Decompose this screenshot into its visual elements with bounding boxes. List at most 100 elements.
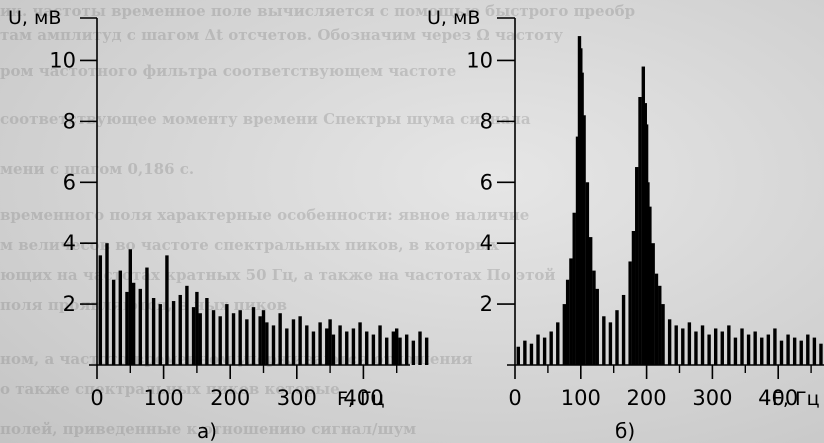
spectrum-bar	[648, 206, 652, 365]
spectrum-bar	[582, 115, 586, 365]
x-tick-label: 200	[210, 386, 250, 410]
spectrum-bar	[628, 261, 632, 365]
spectrum-bar	[569, 258, 573, 365]
spectrum-bar	[278, 313, 282, 365]
spectrum-bar	[98, 255, 103, 365]
bleed-through-text: ющих на частотах кратных 50 Гц, а также …	[0, 266, 556, 284]
spectrum-bar	[674, 325, 678, 365]
spectrum-bar	[608, 322, 613, 365]
spectrum-bar	[205, 298, 209, 365]
spectrum-bar	[318, 322, 322, 365]
spectrum-bar	[398, 337, 402, 365]
spectrum-bar	[165, 255, 169, 365]
spectrum-bar	[131, 282, 136, 365]
x-tick-label: 300	[692, 386, 732, 410]
spectrum-bar	[621, 294, 626, 365]
spectrum-bar	[667, 319, 672, 365]
spectrum-bar	[779, 340, 784, 365]
spectrum-bar	[700, 325, 705, 365]
spectrum-bar	[265, 322, 269, 365]
y-tick-label: 8	[480, 109, 493, 133]
y-axis-title: U, мВ	[8, 7, 61, 29]
y-axis-title: U, мВ	[427, 7, 480, 29]
spectrum-bar	[773, 328, 777, 365]
bleed-through-text: ик. частоты временное поле вычисляется с…	[0, 2, 636, 20]
spectrum-bar	[151, 298, 156, 365]
spectrum-bar	[707, 334, 711, 365]
spectrum-bar	[395, 328, 399, 365]
spectrum-bar	[651, 243, 655, 365]
x-tick-label: 400	[343, 386, 383, 410]
spectrum-bar	[602, 316, 606, 365]
spectrum-bar	[536, 334, 540, 365]
spectrum-bar	[331, 334, 336, 365]
spectrum-bar	[251, 307, 256, 365]
spectrum-bar	[641, 66, 646, 365]
spectrum-bar	[238, 310, 242, 365]
spectrum-bar	[325, 328, 329, 365]
spectrum-bar	[138, 288, 142, 365]
spectrum-bar	[298, 316, 302, 365]
spectrum-bar	[812, 337, 817, 365]
spectrum-bar	[799, 340, 803, 365]
spectrum-bar	[806, 334, 810, 365]
spectrum-bar	[225, 304, 229, 365]
x-tick-label: 200	[627, 386, 667, 410]
spectrum-bar	[694, 331, 698, 365]
bleed-through-text: м величесов во частоте спектральных пико…	[0, 236, 500, 254]
x-tick-label: 100	[561, 386, 601, 410]
y-tick-label: 2	[480, 292, 493, 316]
spectrum-bar	[562, 304, 567, 365]
spectrum-bar	[654, 273, 659, 365]
spectrum-bar	[261, 310, 266, 365]
spectrum-bar	[631, 231, 636, 365]
spectrum-bar	[128, 249, 132, 365]
spectrum-bar	[291, 319, 296, 365]
spectrum-bar	[371, 334, 376, 365]
spectrum-bar	[418, 331, 422, 365]
spectrum-bar	[516, 346, 520, 365]
bleed-through-text: о также спектральных пиков которые	[0, 380, 340, 398]
spectrum-bar	[529, 343, 534, 365]
spectrum-bar	[727, 325, 731, 365]
spectrum-bar	[351, 328, 356, 365]
y-tick-label: 10	[49, 48, 76, 72]
bleed-through-text: поля проявляются, в ных пиков	[0, 296, 288, 314]
spectrum-bar	[178, 294, 182, 365]
spectrum-bar	[125, 291, 129, 365]
spectrum-bar	[588, 237, 593, 365]
spectrum-bar	[595, 288, 599, 365]
spectrum-bar	[338, 325, 342, 365]
spectrum-bar	[198, 313, 202, 365]
spectrum-bar	[646, 182, 650, 365]
spectrum-bar	[565, 279, 570, 365]
spectrum-bar	[328, 319, 332, 365]
spectrum-bar	[733, 337, 738, 365]
spectrum-bar	[740, 328, 744, 365]
bleed-through-text: полей, приведенные к отношению сигнал/шу…	[0, 420, 417, 438]
spectrum-bar	[819, 343, 823, 365]
spectrum-bar	[345, 331, 349, 365]
spectrum-bar	[358, 322, 362, 365]
spectrum-bar	[580, 72, 584, 366]
spectrum-bar	[760, 337, 764, 365]
x-axis-title: F, Гц	[772, 388, 820, 410]
y-tick-label: 4	[63, 231, 76, 255]
spectrum-bar	[713, 328, 718, 365]
spectrum-bar	[753, 331, 757, 365]
x-tick-label: 0	[90, 386, 103, 410]
y-tick-label: 4	[480, 231, 493, 255]
y-tick-label: 6	[480, 170, 493, 194]
spectrum-bar	[111, 279, 116, 365]
spectrum-bar	[195, 291, 199, 365]
spectrum-bar	[556, 322, 560, 365]
spectrum-bar	[378, 325, 382, 365]
x-tick-label: 100	[144, 386, 184, 410]
spectrum-bar	[231, 313, 236, 365]
spectrum-bar	[105, 243, 109, 365]
bleed-through-text: там амплитуд с шагом Δt отсчетов. Обозна…	[0, 26, 564, 44]
spectrum-bar	[681, 328, 685, 365]
spectrum-bar	[118, 270, 123, 365]
